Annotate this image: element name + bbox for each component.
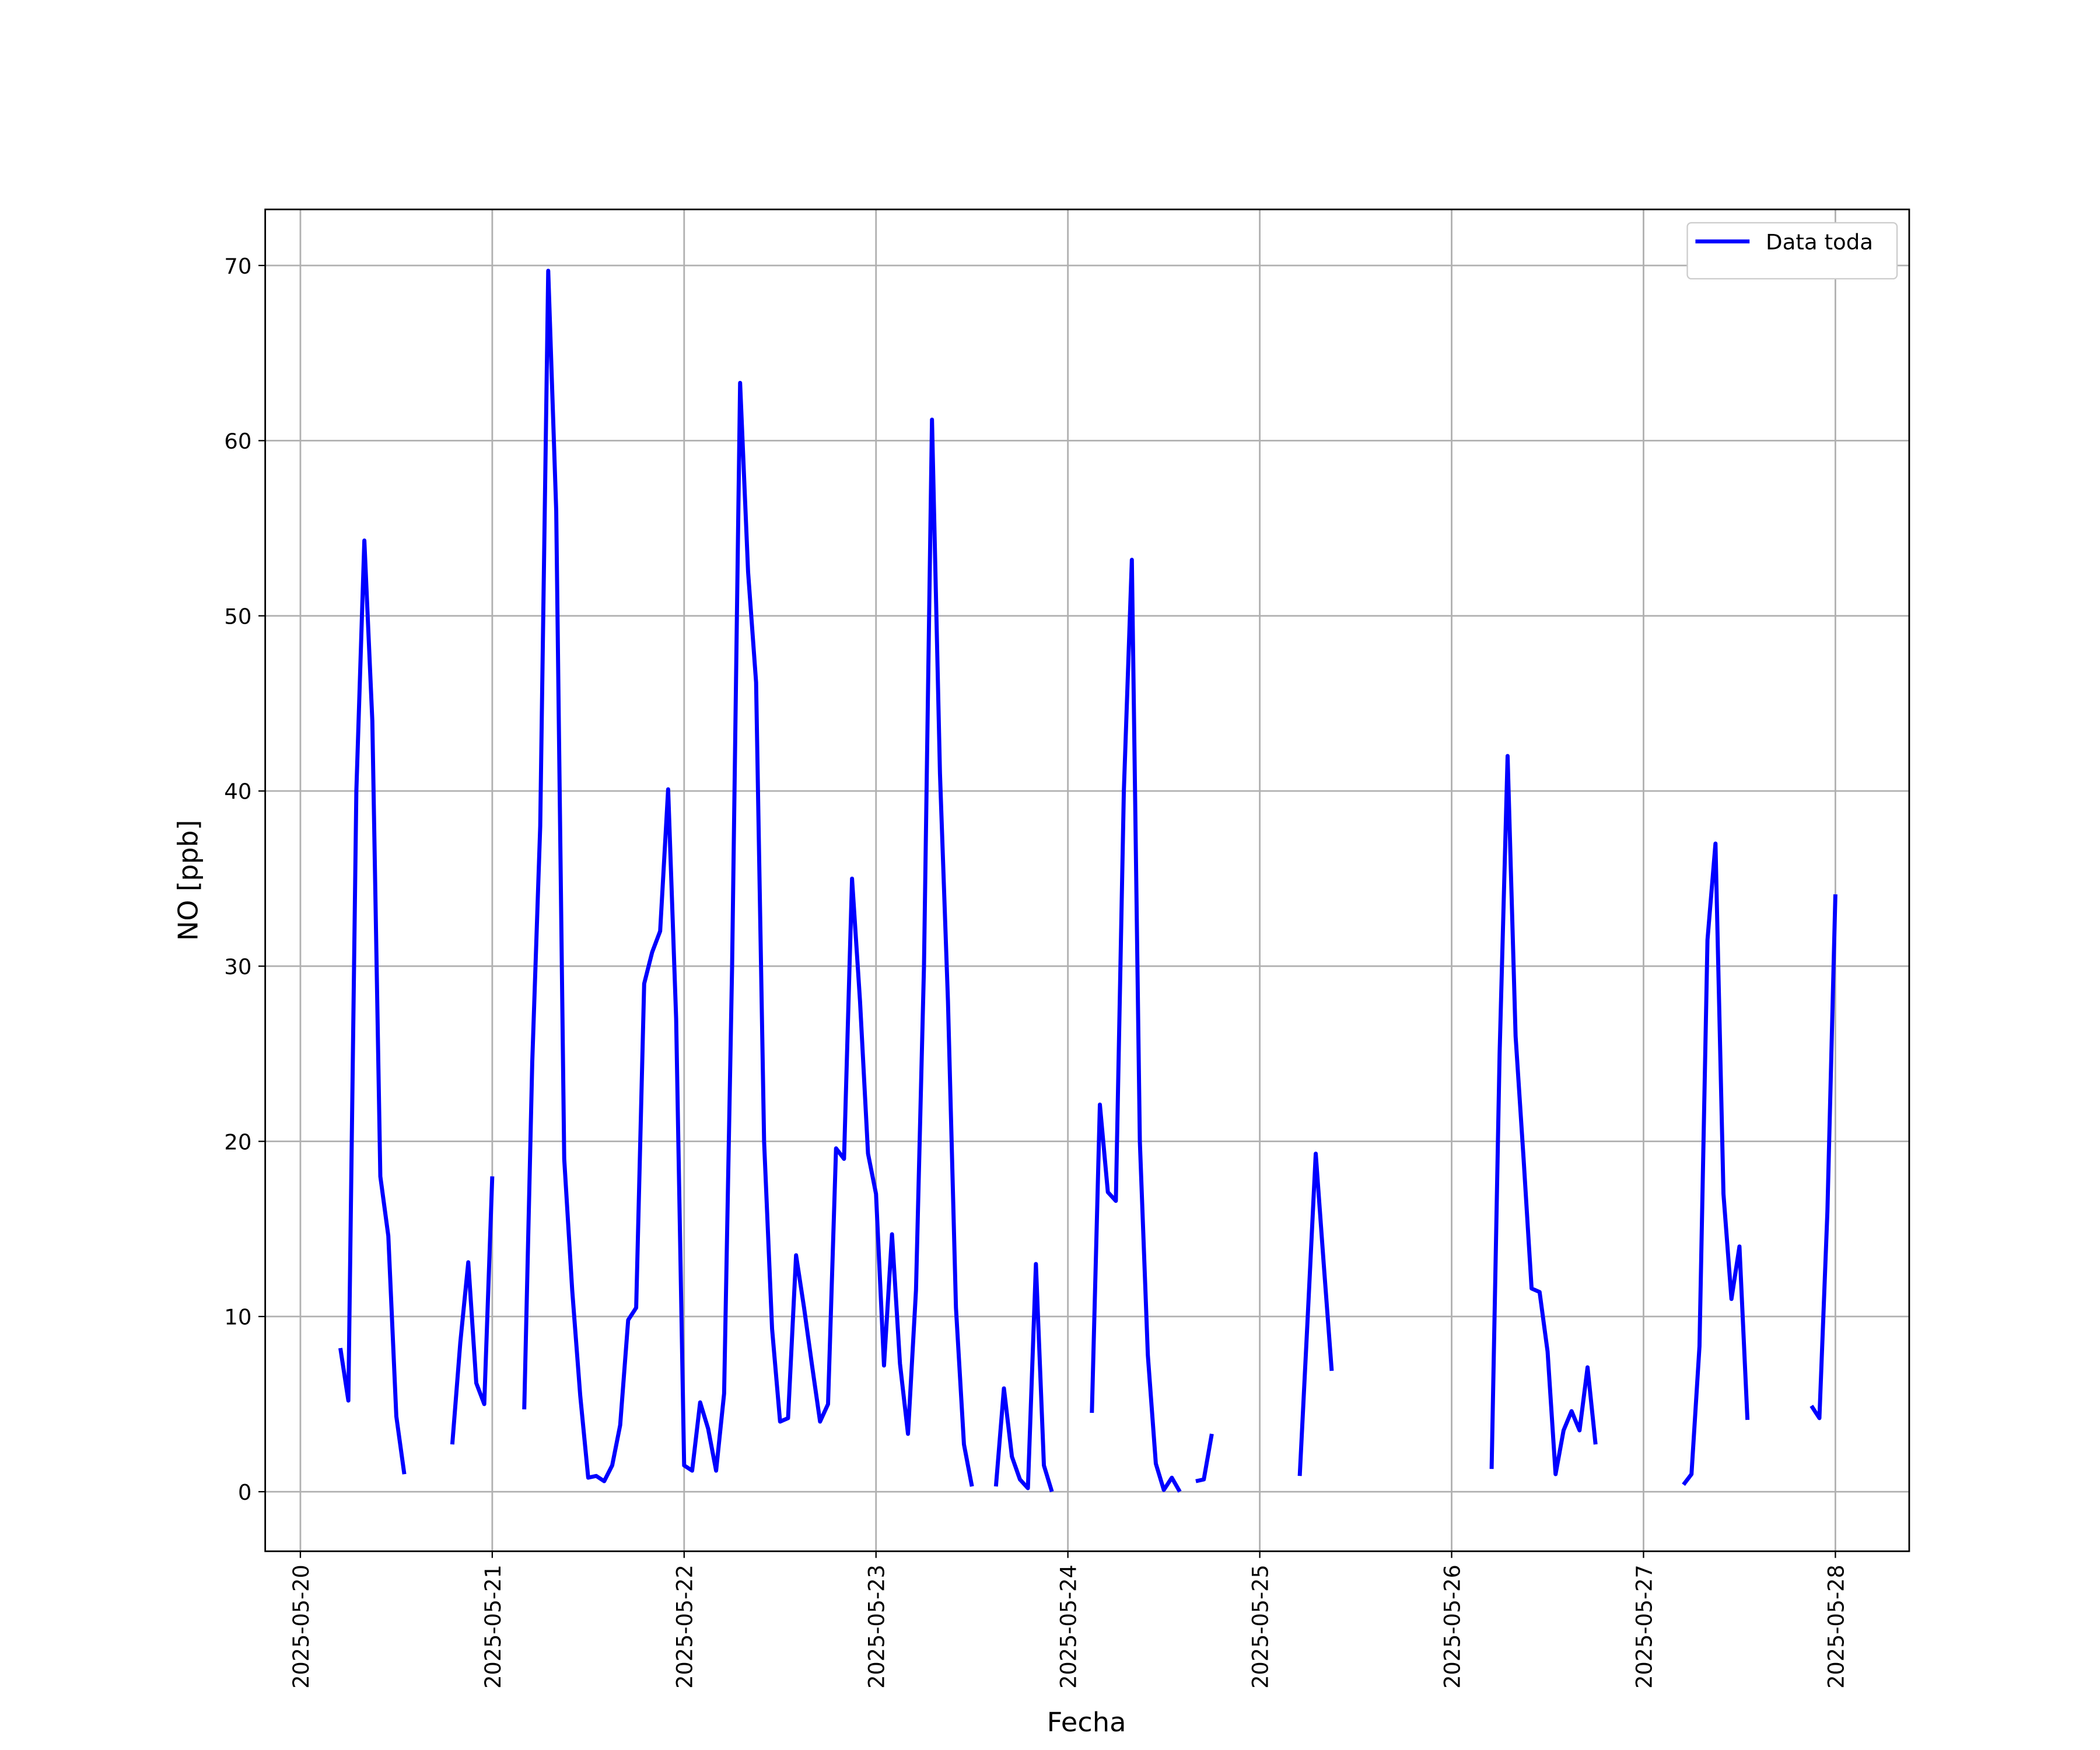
y-tick-label: 50 [224, 604, 251, 629]
x-tick-label: 2025-05-23 [864, 1564, 889, 1689]
grid [265, 209, 1909, 1552]
plot-area [338, 268, 1838, 1493]
y-tick-label: 10 [224, 1305, 251, 1330]
y-tick-label: 70 [224, 254, 251, 279]
y-tick-label: 0 [238, 1480, 252, 1505]
y-tick-label: 60 [224, 429, 251, 454]
x-tick-label: 2025-05-26 [1440, 1564, 1465, 1689]
x-tick-label: 2025-05-21 [481, 1564, 506, 1689]
legend: Data toda [1686, 222, 1898, 280]
y-tick-label: 20 [224, 1130, 251, 1155]
y-tick-label: 40 [224, 779, 251, 804]
x-tick-label: 2025-05-27 [1632, 1564, 1657, 1689]
x-tick-label: 2025-05-28 [1824, 1564, 1849, 1689]
legend-label: Data toda [1766, 230, 1873, 255]
x-tick-label: 2025-05-25 [1248, 1564, 1273, 1689]
legend-box [1686, 222, 1898, 280]
data-line [338, 268, 1838, 1493]
y-axis-label: NO [ppb] [172, 820, 204, 940]
x-tick-label: 2025-05-22 [672, 1564, 697, 1689]
x-tick-label: 2025-05-20 [289, 1564, 314, 1689]
x-axis-label: Fecha [1047, 1706, 1126, 1738]
y-tick-label: 30 [224, 954, 251, 979]
x-tick-label: 2025-05-24 [1056, 1564, 1081, 1689]
ticks: 0 10 20 30 40 50 60 70 2025-05-20 2025-05-21 2025-… [224, 254, 1849, 1689]
axes-frame [264, 208, 1910, 1552]
